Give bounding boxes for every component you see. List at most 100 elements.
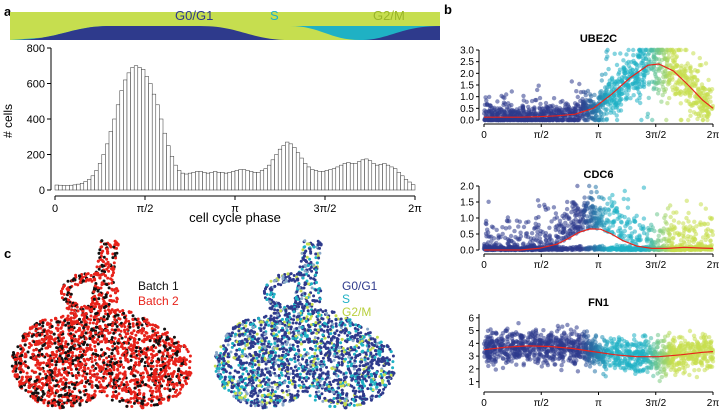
- scatter-point: [691, 227, 696, 232]
- scatter-point: [605, 201, 610, 206]
- histogram-y-tick-label: 200: [27, 150, 45, 162]
- scatter-x-tick-label: π: [595, 260, 602, 271]
- scatter-point: [613, 206, 619, 211]
- histogram-bar: [61, 185, 67, 191]
- scatter-point: [571, 354, 576, 359]
- scatter-y-tick-label: 0.5: [460, 104, 474, 115]
- scatter-point: [534, 97, 539, 103]
- histogram-bar: [277, 148, 283, 191]
- scatter-point: [569, 210, 574, 215]
- scatter-point: [509, 111, 514, 116]
- scatter-point: [599, 195, 604, 200]
- scatter-point: [501, 112, 506, 118]
- histogram-bar: [173, 164, 178, 191]
- scatter-point: [627, 246, 632, 251]
- scatter-point: [604, 111, 609, 116]
- scatter-point: [537, 203, 542, 209]
- histogram-bar: [385, 164, 391, 191]
- scatter-point: [687, 328, 693, 334]
- scatter-point: [495, 99, 500, 104]
- scatter-point: [702, 367, 707, 373]
- scatter-point: [491, 330, 496, 336]
- scatter-y-tick-label: 3.0: [460, 46, 474, 57]
- scatter-point: [554, 104, 559, 110]
- scatter-point: [585, 117, 591, 123]
- scatter-point: [497, 342, 502, 348]
- scatter-point: [611, 110, 617, 115]
- scatter-point: [629, 234, 634, 240]
- scatter-point: [617, 360, 623, 366]
- scatter-point: [575, 94, 580, 100]
- scatter-point: [617, 98, 623, 103]
- scatter-point: [678, 334, 683, 340]
- phase-bar: G0/G1 S G2/M: [10, 8, 440, 40]
- histogram-bar: [90, 175, 95, 191]
- scatter-title: CDC6: [584, 169, 614, 181]
- scatter-point: [700, 344, 705, 350]
- scatter-point: [541, 117, 546, 123]
- scatter-point: [627, 220, 633, 225]
- scatter-point: [686, 219, 691, 224]
- scatter-point: [537, 236, 543, 241]
- scatter-point: [696, 367, 702, 373]
- scatter-point: [677, 367, 682, 372]
- scatter-point: [577, 81, 582, 87]
- scatter-point: [621, 65, 627, 70]
- scatter-point: [600, 102, 606, 108]
- scatter-point: [692, 75, 697, 80]
- scatter-point: [603, 71, 608, 77]
- scatter-point: [560, 98, 565, 104]
- scatter-point: [686, 117, 691, 123]
- umap-point: [149, 367, 153, 371]
- scatter-point: [710, 229, 715, 234]
- scatter-point: [507, 219, 512, 224]
- histogram-bar: [205, 172, 211, 191]
- scatter-point: [524, 99, 529, 105]
- histogram-bar: [87, 179, 92, 191]
- scatter-point: [641, 75, 647, 80]
- histogram-bar: [169, 156, 175, 191]
- umap-batch: [10, 239, 193, 410]
- scatter-point: [687, 239, 692, 245]
- histogram-bar: [407, 181, 412, 191]
- scatter-point: [595, 220, 600, 226]
- histogram-bar: [259, 170, 265, 191]
- scatter-point: [484, 350, 489, 356]
- scatter-point: [507, 237, 512, 243]
- scatter-point: [704, 228, 709, 233]
- scatter-point: [549, 111, 555, 116]
- scatter-point: [659, 229, 664, 234]
- scatter-point: [612, 362, 617, 368]
- scatter-x-tick-label: π: [595, 130, 602, 141]
- scatter-point: [571, 359, 576, 364]
- scatter-point: [530, 329, 536, 334]
- scatter-point: [487, 94, 492, 100]
- scatter-y-tick-label: 0.0: [460, 246, 474, 257]
- scatter-points: [481, 183, 715, 253]
- scatter-point: [553, 211, 559, 216]
- scatter-point: [520, 105, 526, 111]
- scatter-point: [620, 79, 625, 84]
- scatter-y-tick-label: 2.0: [460, 69, 474, 80]
- scatter-point: [641, 84, 647, 90]
- scatter-point: [548, 236, 553, 241]
- scatter-point: [509, 333, 514, 338]
- scatter-point: [494, 227, 499, 233]
- scatter-point: [623, 368, 628, 373]
- scatter-point: [576, 103, 581, 108]
- scatter-point: [656, 233, 661, 238]
- scatter-point: [572, 329, 577, 334]
- scatter-point: [705, 221, 711, 227]
- scatter-point: [697, 55, 702, 61]
- scatter-point: [500, 225, 505, 230]
- histogram-bar: [123, 79, 128, 191]
- umap-point: [88, 369, 92, 373]
- scatter-point: [653, 361, 658, 366]
- scatter-point: [663, 213, 668, 218]
- histogram-bar: [378, 164, 383, 191]
- scatter-point: [512, 109, 518, 114]
- scatter-point: [649, 222, 654, 227]
- scatter-point: [710, 232, 715, 237]
- histogram-bar: [375, 164, 380, 191]
